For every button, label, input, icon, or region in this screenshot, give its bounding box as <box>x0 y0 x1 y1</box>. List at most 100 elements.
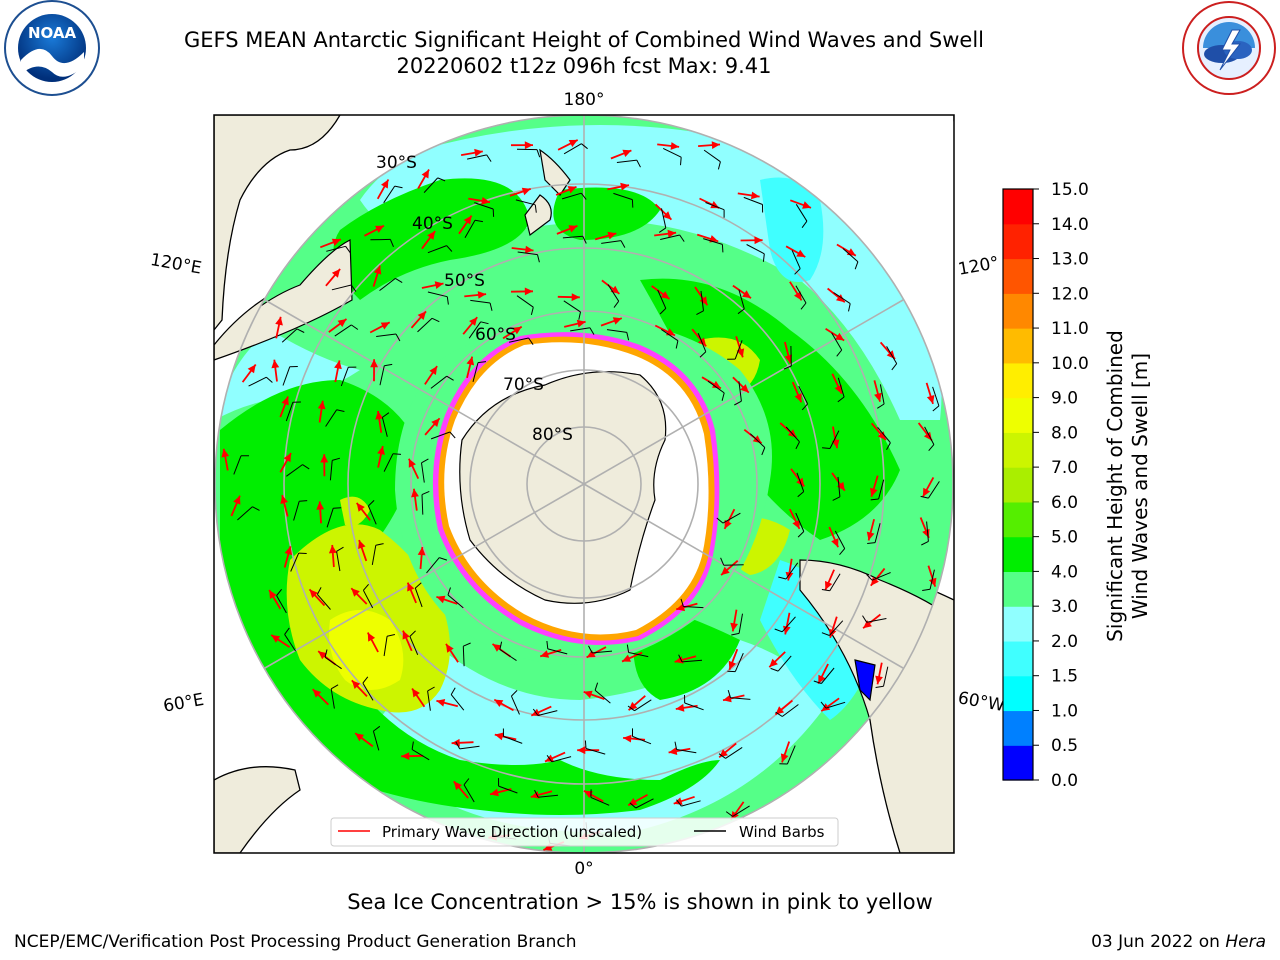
wind-barb-flag <box>447 587 451 596</box>
wind-barb <box>798 385 809 405</box>
wind-barb <box>510 695 520 715</box>
wind-barb-flag <box>532 708 539 716</box>
wave-direction-arrowhead <box>318 651 327 660</box>
wind-barb-flag <box>675 340 679 349</box>
colorbar-tick-label: 1.0 <box>1051 701 1078 721</box>
colorbar-tick-label: 0.0 <box>1051 771 1078 791</box>
wind-barb <box>795 285 807 304</box>
wind-barb <box>660 234 680 240</box>
wind-barb <box>831 332 843 351</box>
wind-barb <box>743 196 763 205</box>
wind-barb <box>376 333 397 337</box>
wave-direction-arrowhead <box>233 495 241 505</box>
wind-barb <box>786 745 796 765</box>
wind-barb <box>379 278 396 291</box>
wave-direction-arrowhead <box>477 291 487 299</box>
wind-barb <box>874 523 881 543</box>
wind-barb-flag <box>474 219 483 223</box>
wave-direction-arrowhead <box>334 360 342 370</box>
wind-barb-flag <box>716 517 724 524</box>
wind-barb-flag <box>594 682 599 691</box>
wind-barb-flag <box>581 143 588 150</box>
wind-barb-flag <box>324 649 328 658</box>
wave-direction-arrowhead <box>494 732 504 741</box>
wind-barb-flag <box>626 644 630 653</box>
wind-barb <box>383 185 396 204</box>
wind-barb-flag <box>836 349 843 357</box>
wind-barb <box>381 417 388 437</box>
wave-direction-arrowhead <box>721 566 730 576</box>
wind-barb-flag <box>395 333 401 342</box>
wind-barb <box>326 245 346 252</box>
wind-barb <box>538 794 559 798</box>
colorbar-tick-label: 1.5 <box>1051 667 1078 687</box>
wind-barb-flag <box>450 687 456 695</box>
wind-barb <box>601 240 622 244</box>
colorbar-tick-label: 15.0 <box>1051 180 1089 200</box>
legend: Primary Wave Direction (unscaled) Wind B… <box>330 817 839 847</box>
wind-barb <box>725 746 743 759</box>
wind-barb-flag <box>486 154 492 162</box>
wind-barb <box>700 290 704 311</box>
wind-barb-flag <box>439 557 448 561</box>
wind-barb-flag <box>875 685 884 688</box>
wind-barb-flag <box>854 261 859 270</box>
wind-barb <box>926 521 929 542</box>
wind-barb <box>474 202 494 210</box>
wind-barb-flag <box>582 236 587 244</box>
wave-direction-arrowhead <box>269 590 277 599</box>
wind-barb-flag <box>427 686 435 692</box>
wind-barb <box>324 656 342 670</box>
wind-barb <box>707 380 725 394</box>
wind-barb <box>237 506 253 521</box>
wave-direction-arrowhead <box>622 149 632 157</box>
wave-direction-arrowhead <box>675 703 685 712</box>
wind-barb-flag <box>676 799 682 807</box>
wind-barb-flag <box>421 490 430 496</box>
wave-direction-arrowhead <box>247 364 256 374</box>
wave-direction-arrowhead <box>375 225 384 233</box>
wave-direction-arrowhead <box>792 519 800 529</box>
wave-direction-arrowhead <box>825 580 833 590</box>
wind-barb <box>782 704 799 717</box>
wave-direction-arrowhead <box>620 182 629 191</box>
wave-direction-arrowhead <box>271 359 280 369</box>
wave-direction-arrowhead <box>583 690 593 699</box>
wind-barb-flag <box>414 582 422 589</box>
wind-barb <box>276 595 287 614</box>
wind-barb <box>833 292 851 305</box>
wind-barb-flag <box>302 464 310 470</box>
wind-barb <box>795 512 805 532</box>
wind-barb-flag <box>774 628 783 633</box>
wave-direction-arrowhead <box>453 781 462 791</box>
wind-barb <box>463 784 475 803</box>
wind-barb-flag <box>636 159 641 168</box>
wind-barb <box>883 666 889 687</box>
wind-barb-flag <box>389 239 394 247</box>
wind-barb <box>821 667 835 684</box>
wind-barb <box>326 508 334 528</box>
wave-direction-arrowhead <box>540 650 550 658</box>
wave-direction-arrowhead <box>752 435 762 444</box>
wind-barb-flag <box>431 317 440 323</box>
wind-barb <box>829 620 844 636</box>
lat-label-70s: 70°S <box>503 375 544 395</box>
colorbar-segment <box>1003 606 1033 642</box>
wind-barb-flag <box>345 246 351 254</box>
wind-barb-flag <box>839 548 846 556</box>
wave-direction-arrowhead <box>568 139 578 147</box>
wind-barb-flag <box>734 400 742 406</box>
wind-barb <box>503 735 523 744</box>
wave-direction-arrowhead <box>431 418 440 427</box>
colorbar-segment <box>1003 397 1033 433</box>
colorbar-segment <box>1003 640 1033 677</box>
wind-barb-flag <box>330 684 339 690</box>
wind-barb <box>635 798 654 809</box>
wind-barb <box>681 800 701 807</box>
wind-barb-flag <box>375 543 384 546</box>
wave-direction-arrowhead <box>525 245 534 254</box>
wind-barb <box>683 606 704 609</box>
wind-barb-flag <box>932 405 940 412</box>
wave-direction-arrowhead <box>874 392 882 402</box>
wind-barb <box>613 192 633 201</box>
